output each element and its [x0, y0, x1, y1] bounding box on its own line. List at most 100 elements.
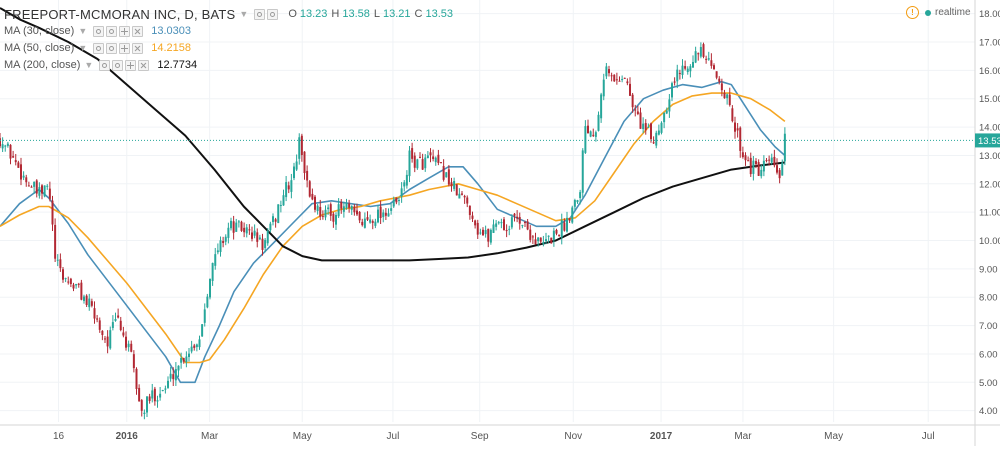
- candle-body: [676, 69, 679, 82]
- visibility-icon[interactable]: [93, 43, 105, 54]
- candle-body: [705, 58, 708, 60]
- ma-line[interactable]: [0, 7, 786, 262]
- candle-body: [623, 77, 626, 79]
- candle: [298, 133, 301, 165]
- add-icon[interactable]: [125, 60, 137, 71]
- y-tick-label: 12.00: [979, 179, 1000, 190]
- chevron-down-icon[interactable]: ▼: [239, 9, 249, 19]
- candle-body: [673, 81, 676, 83]
- candle: [219, 236, 222, 257]
- candle: [316, 203, 319, 215]
- candle-body: [237, 221, 240, 223]
- chevron-down-icon[interactable]: ▼: [78, 26, 88, 36]
- visibility-icon[interactable]: [254, 9, 266, 20]
- candle-body: [560, 220, 563, 238]
- candle-body: [482, 229, 484, 236]
- candle: [243, 222, 246, 238]
- candle-body: [201, 324, 204, 337]
- candle: [69, 277, 72, 288]
- candle: [505, 224, 508, 238]
- candle: [382, 209, 385, 223]
- candle-body: [104, 338, 106, 340]
- candle-body: [17, 162, 20, 168]
- candle: [127, 340, 130, 352]
- candle-body: [51, 200, 54, 225]
- close-icon[interactable]: [132, 26, 144, 37]
- add-icon[interactable]: [119, 43, 131, 54]
- candle-body: [195, 344, 198, 348]
- candle-body: [681, 65, 684, 75]
- candle: [686, 66, 689, 75]
- candle-body: [80, 282, 83, 300]
- candle-body: [689, 66, 692, 72]
- candle: [12, 150, 15, 159]
- candle-body: [655, 132, 658, 146]
- candle-body: [190, 346, 193, 352]
- candle: [195, 343, 198, 352]
- close-icon[interactable]: [138, 60, 150, 71]
- candle-body: [293, 166, 295, 179]
- candle: [285, 176, 288, 202]
- x-tick-label: Sep: [471, 431, 489, 442]
- candle: [117, 308, 120, 319]
- candle-body: [198, 339, 201, 348]
- indicator-controls: [93, 43, 144, 54]
- settings-icon[interactable]: [112, 60, 124, 71]
- candle: [762, 155, 765, 177]
- candle-body: [597, 114, 600, 131]
- candle-body: [644, 123, 647, 131]
- indicator-label[interactable]: MA (50, close): [4, 42, 75, 54]
- indicator-label[interactable]: MA (30, close): [4, 25, 75, 37]
- candle-body: [783, 133, 786, 162]
- candle: [38, 182, 41, 199]
- candle: [235, 218, 238, 232]
- candle-body: [405, 174, 408, 186]
- candle: [77, 282, 80, 288]
- candle: [109, 326, 112, 350]
- candle: [726, 93, 729, 105]
- candle-body: [424, 157, 427, 169]
- candle: [33, 181, 36, 194]
- candle: [631, 92, 634, 113]
- candle-body: [169, 373, 172, 379]
- status-indicator[interactable]: ! realtime: [906, 6, 971, 19]
- candle-body: [510, 217, 513, 228]
- visibility-icon[interactable]: [99, 60, 111, 71]
- settings-icon[interactable]: [106, 26, 118, 37]
- visibility-icon[interactable]: [93, 26, 105, 37]
- candle-body: [114, 319, 117, 321]
- candle-body: [101, 330, 104, 335]
- candle-body: [568, 218, 571, 221]
- candle: [130, 340, 133, 353]
- x-tick-label: 2017: [650, 431, 673, 442]
- candle: [90, 298, 93, 308]
- candle: [6, 141, 9, 148]
- candle-body: [421, 159, 424, 170]
- candle-body: [188, 353, 190, 358]
- candle-body: [38, 187, 41, 196]
- symbol-title[interactable]: FREEPORT-MCMORAN INC, D, BATS: [4, 7, 236, 22]
- candle: [434, 156, 437, 166]
- close-icon[interactable]: [132, 43, 144, 54]
- ma-line[interactable]: [0, 92, 786, 364]
- settings-icon[interactable]: [267, 9, 279, 20]
- candle: [474, 219, 477, 229]
- candle-body: [671, 83, 673, 98]
- candle-body: [153, 388, 156, 402]
- candle: [411, 142, 414, 163]
- warning-circle-icon[interactable]: !: [906, 6, 919, 19]
- x-tick-label: May: [293, 431, 312, 442]
- chevron-down-icon[interactable]: ▼: [78, 43, 88, 53]
- open-value: 13.23: [299, 8, 328, 20]
- candle: [30, 185, 33, 188]
- x-tick-label: 16: [53, 431, 65, 442]
- candle-body: [119, 320, 122, 331]
- chevron-down-icon[interactable]: ▼: [84, 60, 94, 70]
- candle-body: [106, 336, 109, 347]
- settings-icon[interactable]: [106, 43, 118, 54]
- indicator-label[interactable]: MA (200, close): [4, 59, 81, 71]
- add-icon[interactable]: [119, 26, 131, 37]
- candle-body: [589, 131, 592, 137]
